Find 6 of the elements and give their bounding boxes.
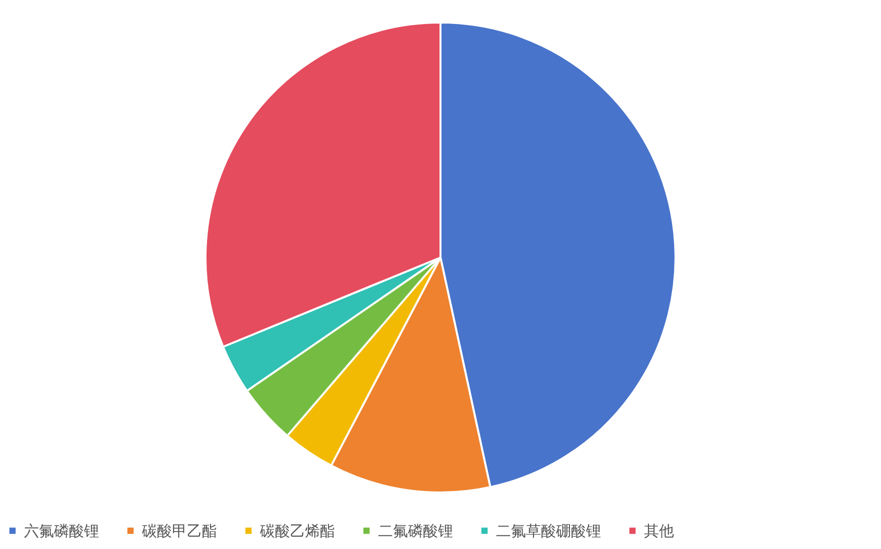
legend-label: 碳酸甲乙酯 — [141, 522, 217, 540]
legend-label: 二氟草酸硼酸锂 — [496, 522, 601, 540]
legend-label: 其他 — [644, 522, 674, 540]
legend-label: 二氟磷酸锂 — [378, 522, 453, 540]
legend-label: 六氟磷酸锂 — [24, 522, 99, 540]
legend-label: 碳酸乙烯酯 — [259, 522, 335, 540]
